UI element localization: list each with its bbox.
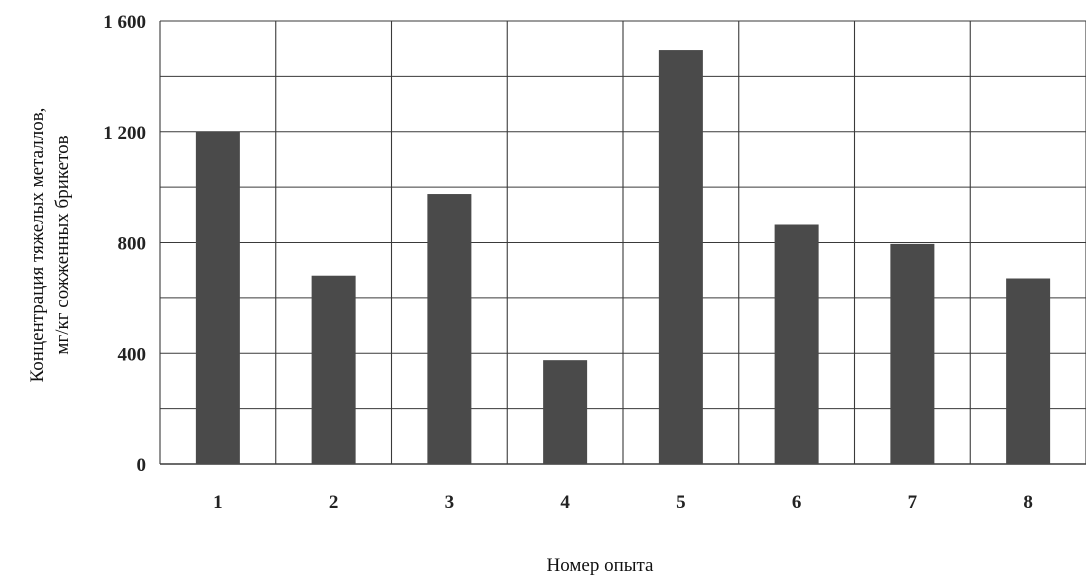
x-tick-label: 2 bbox=[329, 492, 339, 513]
y-tick-label: 1 600 bbox=[103, 12, 146, 33]
bar-6 bbox=[774, 224, 819, 464]
x-tick-label: 5 bbox=[676, 492, 686, 513]
y-tick-labels: 0 400 800 1 200 1 600 bbox=[103, 12, 146, 476]
bars bbox=[195, 50, 1051, 465]
x-tick-label: 8 bbox=[1023, 492, 1033, 513]
y-tick-label: 400 bbox=[118, 344, 147, 365]
bar-2 bbox=[311, 275, 356, 464]
y-tick-label: 800 bbox=[118, 234, 147, 255]
x-tick-label: 3 bbox=[445, 492, 455, 513]
x-tick-labels: 1 2 3 4 5 6 7 8 bbox=[213, 492, 1033, 513]
y-axis-label-line-1: Концентрация тяжелых металлов, bbox=[27, 108, 48, 383]
y-tick-label: 1 200 bbox=[103, 123, 146, 144]
bar-4 bbox=[543, 360, 588, 464]
bar-5 bbox=[658, 50, 703, 465]
x-tick-label: 4 bbox=[560, 492, 570, 513]
bar-7 bbox=[890, 243, 935, 464]
grid bbox=[159, 20, 1086, 465]
bar-8 bbox=[1006, 278, 1051, 464]
bar-1 bbox=[195, 131, 240, 464]
y-axis-label-line-2: мг/кг сожженных брикетов bbox=[52, 135, 73, 354]
y-tick-label: 0 bbox=[137, 455, 147, 476]
bar-3 bbox=[427, 194, 472, 464]
x-axis-label: Номер опыта bbox=[547, 555, 655, 576]
x-tick-label: 1 bbox=[213, 492, 223, 513]
x-tick-label: 7 bbox=[908, 492, 918, 513]
x-tick-label: 6 bbox=[792, 492, 802, 513]
